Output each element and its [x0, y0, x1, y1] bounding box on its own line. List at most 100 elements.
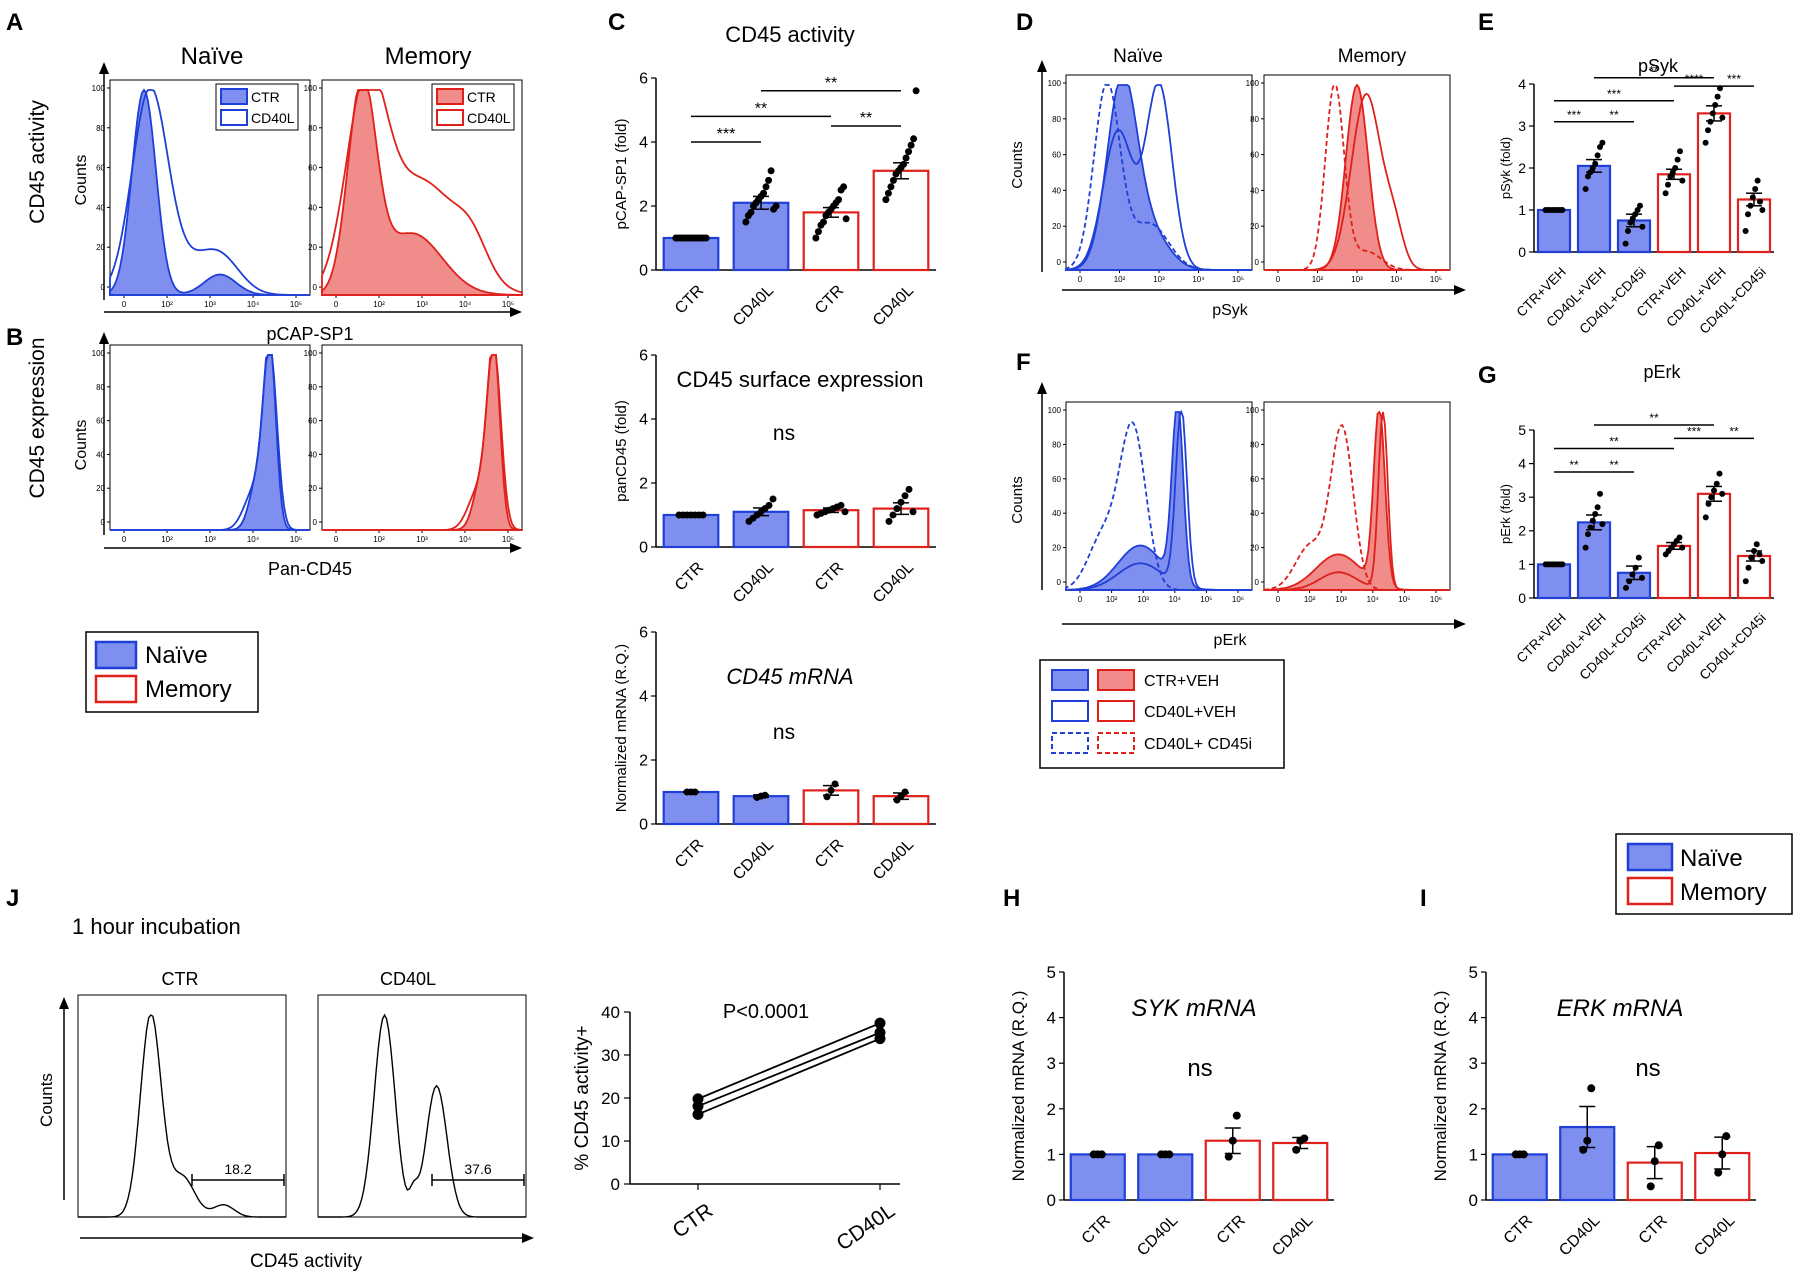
b-y-arrowhead: [99, 332, 109, 344]
y-tick-label: 6: [639, 625, 648, 642]
y-tick-label: 3: [1518, 118, 1526, 134]
y-tick-label: 100: [92, 349, 106, 358]
legend-memory-swatch: [1626, 876, 1674, 906]
y-tick-label: 40: [601, 1003, 620, 1022]
y-tick-label: 1: [1469, 1145, 1478, 1164]
data-point: [1585, 531, 1591, 538]
a-naive-legend: CTR CD40L: [215, 83, 299, 131]
data-point: [1752, 186, 1759, 192]
legend-memory-ctr-swatch: [1097, 669, 1135, 691]
data-point: [1674, 156, 1681, 163]
data-point: [907, 141, 915, 149]
y-tick-label: 10: [601, 1132, 620, 1151]
data-point: [885, 517, 893, 525]
a-y-arrowhead: [99, 62, 109, 74]
y-tick-label: 40: [1250, 186, 1259, 195]
y-tick-label: 3: [1047, 1054, 1056, 1073]
data-point: [910, 135, 918, 143]
legend-memory-cd45i-swatch: [1097, 732, 1135, 754]
x-tick-label: 10³: [204, 535, 216, 544]
cd40l-curve: [321, 89, 523, 296]
data-point: [767, 167, 775, 175]
histogram-frame: [77, 994, 287, 1218]
cd40l-veh-curve: [1264, 92, 1450, 271]
x-tick-label: CD40L: [1556, 1212, 1603, 1259]
y-tick-label: 0: [1518, 590, 1526, 606]
d-ylabel: Counts: [1009, 141, 1026, 189]
legend-memory-label: Memory: [145, 676, 232, 703]
y-tick-label: 100: [1246, 406, 1260, 415]
a-col-naive-title: Naïve: [181, 43, 244, 70]
x-tick-label: CTR: [1501, 1212, 1536, 1247]
x-tick-label: CD40L: [1691, 1212, 1738, 1259]
data-point: [1749, 194, 1756, 201]
data-point: [1559, 561, 1566, 568]
y-tick-label: 0: [1255, 258, 1260, 267]
y-tick-label: 100: [1048, 406, 1062, 415]
naive-memory-legend: Naïve Memory: [85, 631, 259, 713]
data-point: [1646, 1182, 1655, 1191]
y-axis-label: Normalized mRNA (R.Q.): [1431, 991, 1450, 1182]
y-tick-label: 0: [101, 518, 106, 527]
ns-label: ns: [773, 721, 795, 744]
y-tick-label: 100: [1048, 79, 1062, 88]
x-tick-label: CD40L: [730, 836, 777, 883]
naive-memory-legend-right: Naïve Memory: [1615, 833, 1793, 915]
data-point: [1709, 110, 1716, 117]
data-point: [1587, 524, 1594, 531]
bar: [872, 169, 930, 272]
x-tick-label: 10⁵: [502, 300, 514, 309]
bar: [872, 507, 930, 549]
y-tick-label: 2: [1047, 1100, 1056, 1119]
chart-title: SYK mRNA: [1131, 995, 1256, 1022]
y-tick-label: 20: [601, 1089, 620, 1108]
d-naive-histogram: 0 20 40 60 80 100 0 10² 10³ 10⁴ 10⁵: [1048, 74, 1253, 284]
data-point: [1300, 1134, 1309, 1143]
data-point: [1639, 223, 1646, 230]
data-point: [742, 218, 750, 226]
b-row-label: CD45 expression: [26, 337, 49, 498]
x-tick-label: 10⁶: [1232, 595, 1244, 604]
y-tick-label: 60: [308, 417, 317, 426]
data-point: [905, 148, 913, 156]
panel-letter-h: H: [1003, 885, 1020, 912]
significance-label: **: [755, 100, 767, 117]
y-tick-label: 80: [1052, 115, 1061, 124]
y-tick-label: 0: [1469, 1191, 1478, 1210]
b-x-arrowhead: [510, 543, 522, 553]
data-point: [1742, 578, 1749, 585]
x-tick-label: 10³: [1351, 275, 1363, 284]
a-ylabel: Counts: [73, 155, 90, 206]
x-tick-label: CD40L: [832, 1199, 899, 1255]
x-tick-label: 10⁵: [290, 535, 302, 544]
y-tick-label: 5: [1469, 963, 1478, 982]
p-value-label: P<0.0001: [723, 1001, 809, 1023]
significance-label: ***: [1567, 108, 1581, 122]
data-point: [1635, 554, 1642, 561]
y-tick-label: 4: [1047, 1009, 1056, 1028]
data-point: [1582, 186, 1589, 192]
data-point: [1714, 1168, 1723, 1177]
bar: [802, 509, 860, 549]
x-tick-label: CD40L: [1134, 1212, 1181, 1259]
x-tick-label: 10⁴: [1192, 275, 1205, 284]
data-point: [905, 485, 913, 493]
y-tick-label: 80: [96, 124, 105, 133]
y-tick-label: 5: [1518, 422, 1526, 438]
data-point: [1716, 470, 1723, 477]
data-point: [841, 508, 849, 516]
legend-memory-cd40l-swatch: [1097, 700, 1135, 722]
x-tick-label: 10²: [1312, 275, 1324, 284]
data-point: [1705, 500, 1712, 507]
y-axis-label: Normalized mRNA (R.Q.): [613, 644, 630, 812]
y-tick-label: 2: [639, 476, 648, 493]
x-tick-label: 10⁵: [1200, 595, 1212, 604]
significance-label: **: [1609, 434, 1619, 448]
y-tick-label: 1: [1518, 202, 1526, 218]
data-point: [702, 234, 710, 242]
ns-label: ns: [1635, 1055, 1660, 1082]
d-col-memory-title: Memory: [1338, 46, 1407, 67]
data-point: [1702, 139, 1709, 146]
significance-label: ***: [1727, 72, 1741, 86]
